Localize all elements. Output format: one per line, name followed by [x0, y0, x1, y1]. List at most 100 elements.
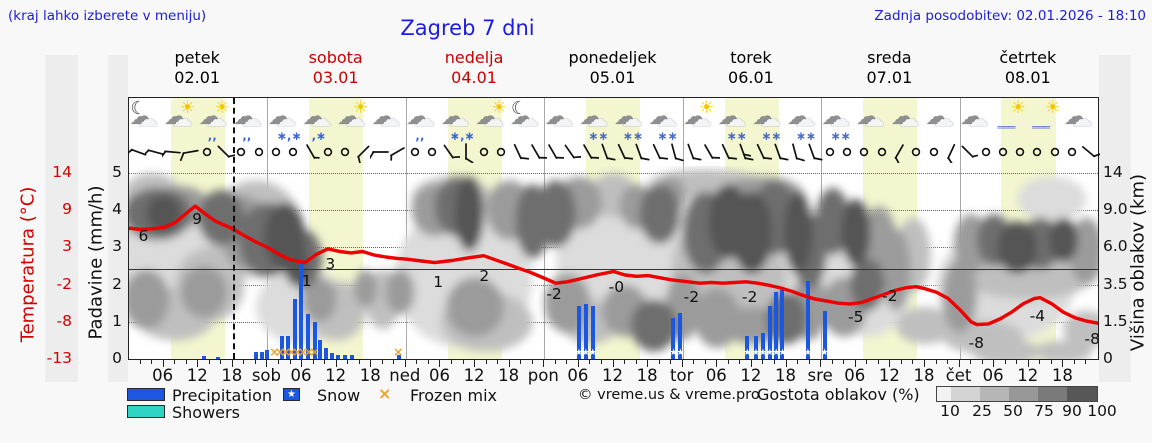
precip-bar [774, 291, 779, 359]
time-tick [589, 360, 591, 364]
day-abbr-label: sob [251, 366, 281, 385]
precip-axis-tick: 5 [112, 163, 122, 181]
frozen-mix-marker: × [298, 345, 309, 359]
day-header-name: ponedeljek [568, 48, 657, 67]
cloud-icon: ☁ [725, 107, 747, 131]
cloud-icon: ☁ [648, 102, 673, 130]
precip-bar [753, 335, 758, 359]
wind-barb [774, 143, 789, 161]
precip-bar [780, 290, 785, 359]
temp-value-label: -2 [683, 288, 700, 306]
cloud-icon: ☁ [864, 107, 886, 131]
day-header-date: 08.01 [1004, 68, 1051, 87]
snow-label: Snow [317, 386, 361, 405]
time-tick [485, 360, 487, 364]
time-tick [427, 360, 429, 364]
time-tick [831, 360, 833, 364]
cloud-icon: ☁ [163, 102, 188, 130]
time-tick [727, 360, 729, 364]
time-tick [612, 360, 614, 367]
time-tick [520, 360, 522, 364]
time-tick [393, 360, 395, 364]
time-label: 18 [1051, 366, 1073, 385]
wind-barb [1082, 146, 1101, 158]
precip-axis-tick: 3 [112, 237, 122, 256]
density-tick-label: 25 [972, 402, 992, 420]
precip-type-icon: ‚‚ [415, 129, 425, 143]
precip-axis-tick: 0 [112, 349, 122, 367]
precip-bar [767, 306, 772, 359]
time-tick [566, 360, 568, 364]
weather-icon-cloud-rain: ☁ ☁ ‚‚ [405, 100, 441, 142]
weather-icon-cloud-sleet: ☁ ☁ ∗‚∗ [440, 100, 476, 142]
time-tick [670, 360, 672, 364]
wind-barb [530, 144, 547, 159]
time-tick [174, 360, 176, 364]
precip-bar [336, 354, 341, 359]
height-axis-tick: 14 [1103, 163, 1123, 181]
cloud-icon: ☁ [440, 102, 465, 130]
cloud-icon: ☁ [475, 102, 500, 130]
temp-axis-tick: -2 [56, 274, 72, 293]
weather-icon-sun-cloud: ☀ ☁ ☁ [474, 100, 510, 142]
precip-bar [201, 356, 206, 359]
precip-bar [760, 332, 765, 359]
wind-barb [739, 143, 754, 161]
showers-label: Showers [172, 403, 240, 422]
time-label: 06 [567, 366, 589, 385]
wind-barb [496, 147, 506, 157]
cloud-icon: ☁ [129, 102, 154, 130]
precip-axis-strip [108, 55, 128, 382]
time-tick [254, 360, 256, 364]
wind-barb [427, 147, 437, 157]
weather-icon-moon-cloud: ☾ ☁ ☁ [509, 100, 545, 142]
snow-marker: ★ [676, 348, 685, 358]
sun-icon: ☀ [1045, 98, 1061, 118]
precip-type-icon: ‚∗ [311, 129, 326, 143]
sun-icon: ☀ [179, 98, 196, 118]
precip-axis-tick: 2 [112, 274, 122, 293]
day-header-name: četrtek [999, 48, 1057, 67]
time-tick [808, 360, 810, 364]
precip-bar [286, 335, 291, 359]
day-header-date: 06.01 [728, 68, 774, 87]
cloud-icon: ☁ [890, 102, 915, 130]
page-title: Zagreb 7 dni [400, 16, 535, 40]
wind-barb [635, 143, 651, 161]
day-header-name: sobota [308, 48, 363, 67]
time-tick [370, 360, 372, 367]
frozen-mix-marker: × [274, 345, 286, 359]
cloud-icon: ☁ [275, 107, 297, 131]
cloud-icon: ☁ [786, 102, 811, 130]
temp-value-label: 2 [479, 267, 490, 286]
density-tick-label: 10 [940, 402, 960, 420]
time-tick [750, 360, 752, 367]
time-label: 12 [325, 366, 347, 385]
time-tick [843, 360, 845, 364]
cloud-icon: ☁ [967, 107, 989, 131]
wind-barb [671, 143, 684, 162]
time-tick [312, 360, 314, 364]
time-tick [923, 360, 925, 367]
cloud-icon: ☁ [344, 107, 366, 131]
credit-link[interactable]: © vreme.us & vreme.pro [578, 387, 760, 403]
precip-type-icon: ‚‚ [242, 129, 252, 143]
wind-barb [179, 149, 199, 162]
time-tick [381, 360, 383, 364]
weather-icon-cloud: ☁ ☁ [959, 100, 995, 142]
precip-type-icon: ∗∗ [726, 129, 747, 143]
precip-bar [678, 312, 683, 359]
wind-barb [202, 147, 212, 157]
precip-bar [265, 349, 270, 359]
time-tick [508, 360, 510, 367]
time-tick [404, 360, 406, 367]
time-tick [866, 360, 868, 364]
precip-bar [576, 306, 581, 359]
density-segment [951, 387, 980, 401]
time-label: 06 [982, 366, 1004, 385]
time-tick [900, 360, 902, 364]
frozen-mix-marker: × [393, 345, 404, 359]
showers-swatch [127, 405, 165, 418]
weather-icon-cloud-snow: ☁ ☁ ∗∗ [751, 100, 787, 142]
